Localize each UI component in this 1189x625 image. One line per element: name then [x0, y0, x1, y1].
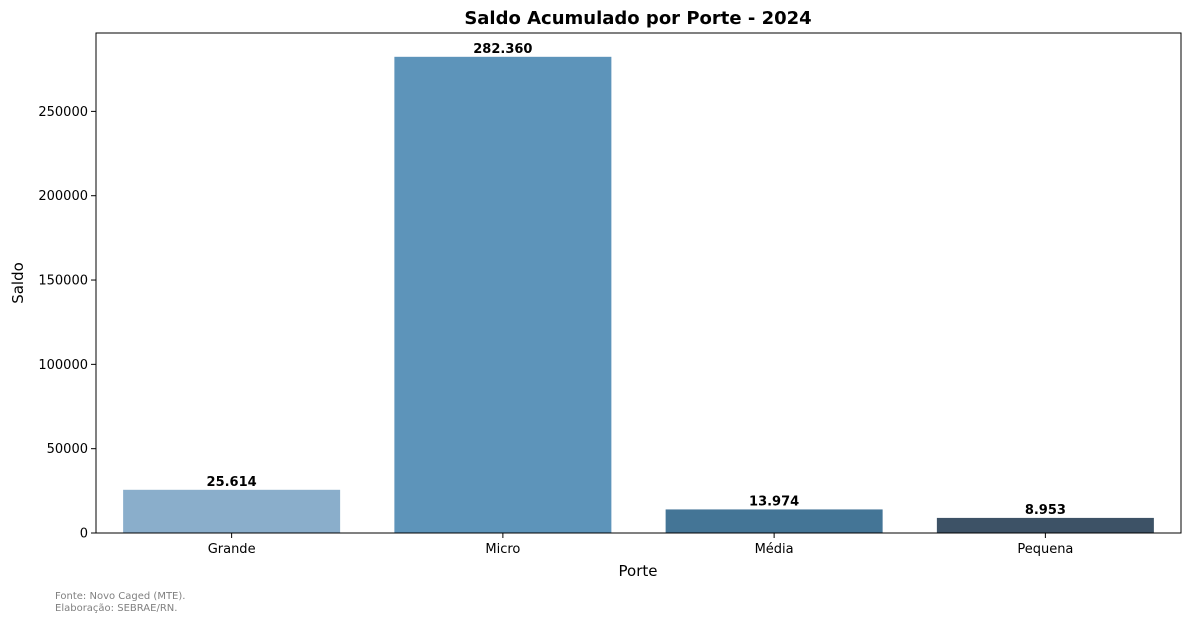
data-label-media: 13.974 [749, 494, 799, 509]
data-labels-group: 25.614 282.360 13.974 8.953 [207, 42, 1066, 518]
data-label-pequena: 8.953 [1025, 503, 1066, 518]
y-tick-label-150000: 150000 [38, 274, 88, 289]
bar-media [665, 509, 883, 533]
x-axis-label: Porte [619, 562, 658, 580]
bar-micro [394, 56, 612, 534]
bars-group [123, 56, 1154, 534]
y-tick-label-100000: 100000 [38, 358, 88, 373]
y-tick-label-250000: 250000 [38, 105, 88, 120]
x-tick-label-media: Média [755, 542, 794, 557]
plot-frame [95, 32, 1182, 534]
data-label-grande: 25.614 [207, 475, 257, 490]
bar-pequena [936, 517, 1154, 533]
y-tick-label-50000: 50000 [47, 442, 88, 457]
y-tick-label-200000: 200000 [38, 189, 88, 204]
data-label-micro: 282.360 [473, 42, 532, 57]
x-tick-label-pequena: Pequena [1017, 542, 1073, 557]
chart-title: Saldo Acumulado por Porte - 2024 [464, 8, 811, 29]
x-axis: Grande Micro Média Pequena [208, 533, 1073, 557]
y-axis: 0 50000 100000 150000 200000 250000 [38, 105, 96, 542]
y-tick-label-0: 0 [80, 527, 88, 542]
footnote-source: Fonte: Novo Caged (MTE). [55, 591, 186, 602]
footnote-credit: Elaboração: SEBRAE/RN. [55, 603, 178, 614]
x-tick-label-grande: Grande [208, 542, 256, 557]
x-tick-label-micro: Micro [485, 542, 520, 557]
y-axis-label: Saldo [9, 262, 27, 304]
bar-grande [123, 489, 341, 533]
